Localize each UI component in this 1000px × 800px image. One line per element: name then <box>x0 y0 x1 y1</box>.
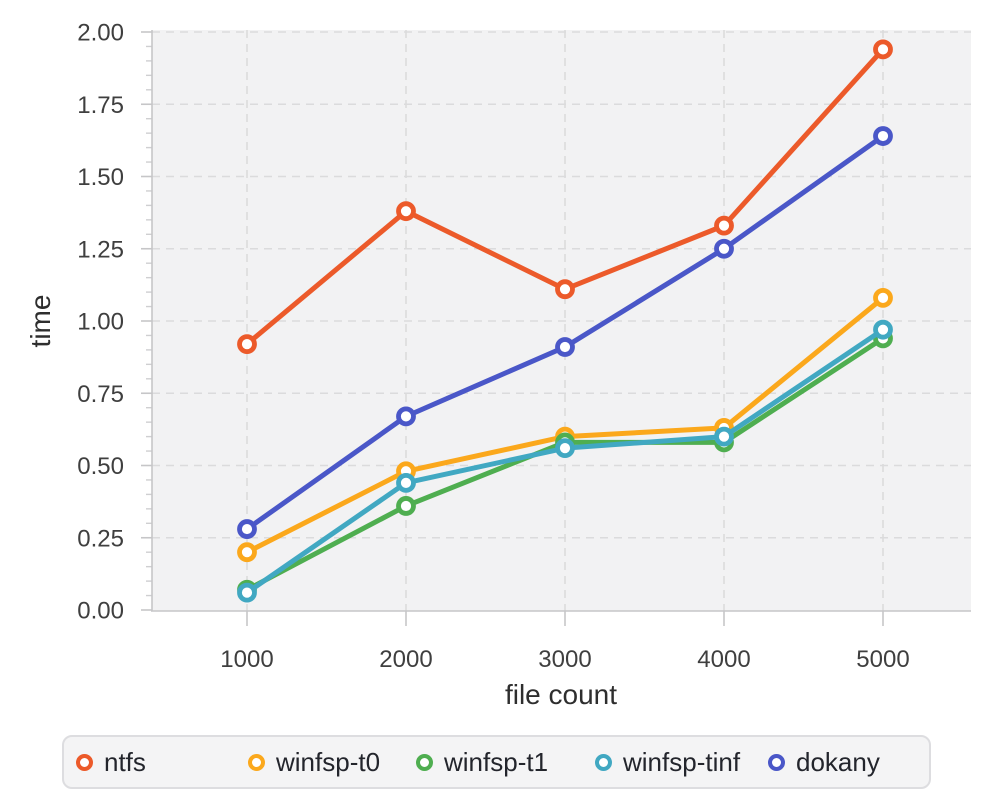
marker-dokany-4000 <box>714 238 734 259</box>
legend-label: ntfs <box>104 747 146 777</box>
y-tick-label: 0.75 <box>77 381 124 408</box>
legend-marker-icon <box>768 753 785 771</box>
y-tick-label: 0.00 <box>77 598 124 625</box>
y-axis-title: time <box>25 295 56 348</box>
series-winfsp-tinf <box>237 319 893 603</box>
legend-marker-icon <box>416 753 433 771</box>
line-chart-svg: 0.00 0.25 0.50 0.75 1.00 1.25 1.50 1.75 2.00 1000… <box>25 20 971 710</box>
legend-item-winfsp-tinf: winfsp-tinf <box>595 737 740 787</box>
marker-dokany-5000 <box>873 126 893 146</box>
series-ntfs <box>237 39 893 355</box>
y-tick-label: 1.25 <box>77 236 124 263</box>
marker-winfsp-t0-1000 <box>237 542 257 563</box>
legend-label: winfsp-tinf <box>623 747 741 777</box>
legend-marker-icon <box>76 753 93 771</box>
series-dokany <box>237 126 893 539</box>
legend: ntfs winfsp-t0 winfsp-t1 winfsp-tinf dokany <box>62 735 931 789</box>
marker-winfsp-t0-5000 <box>873 287 893 308</box>
marker-winfsp-tinf-3000 <box>555 438 575 459</box>
x-tick-label: 2000 <box>379 646 432 673</box>
y-tick-label: 2.00 <box>77 20 124 47</box>
legend-label: dokany <box>796 747 880 777</box>
marker-ntfs-3000 <box>555 279 575 300</box>
y-tick-label: 1.50 <box>77 164 124 191</box>
marker-winfsp-tinf-5000 <box>873 319 893 340</box>
marker-dokany-2000 <box>396 406 416 427</box>
marker-ntfs-5000 <box>873 39 893 60</box>
legend-item-winfsp-t1: winfsp-t1 <box>416 737 548 787</box>
y-tick-label: 0.50 <box>77 453 124 480</box>
legend-item-dokany: dokany <box>768 737 880 787</box>
marker-ntfs-2000 <box>396 201 416 222</box>
chart-plot-area-group: 0.00 0.25 0.50 0.75 1.00 1.25 1.50 1.75 2.00 1000… <box>77 20 971 673</box>
legend-label: winfsp-t1 <box>444 747 549 777</box>
marker-dokany-1000 <box>237 519 257 539</box>
x-tick-label: 1000 <box>220 646 273 673</box>
marker-ntfs-4000 <box>714 215 734 236</box>
legend-marker-icon <box>595 753 612 771</box>
legend-marker-icon <box>248 753 265 771</box>
legend-item-ntfs: ntfs <box>76 737 146 787</box>
marker-winfsp-tinf-1000 <box>237 582 257 603</box>
y-tick-label: 1.75 <box>77 92 124 119</box>
x-axis-title: file count <box>505 679 617 710</box>
marker-winfsp-tinf-4000 <box>714 426 734 447</box>
marker-winfsp-tinf-2000 <box>396 472 416 493</box>
x-tick-label: 5000 <box>856 646 909 673</box>
y-tick-label: 1.00 <box>77 309 124 336</box>
marker-winfsp-t1-2000 <box>396 496 416 516</box>
legend-item-winfsp-t0: winfsp-t0 <box>248 737 380 787</box>
x-tick-label: 4000 <box>697 646 750 673</box>
marker-ntfs-1000 <box>237 334 257 355</box>
legend-label: winfsp-t0 <box>276 747 381 777</box>
marker-dokany-3000 <box>555 337 575 357</box>
x-tick-label: 3000 <box>538 646 591 673</box>
y-tick-label: 0.25 <box>77 525 124 552</box>
